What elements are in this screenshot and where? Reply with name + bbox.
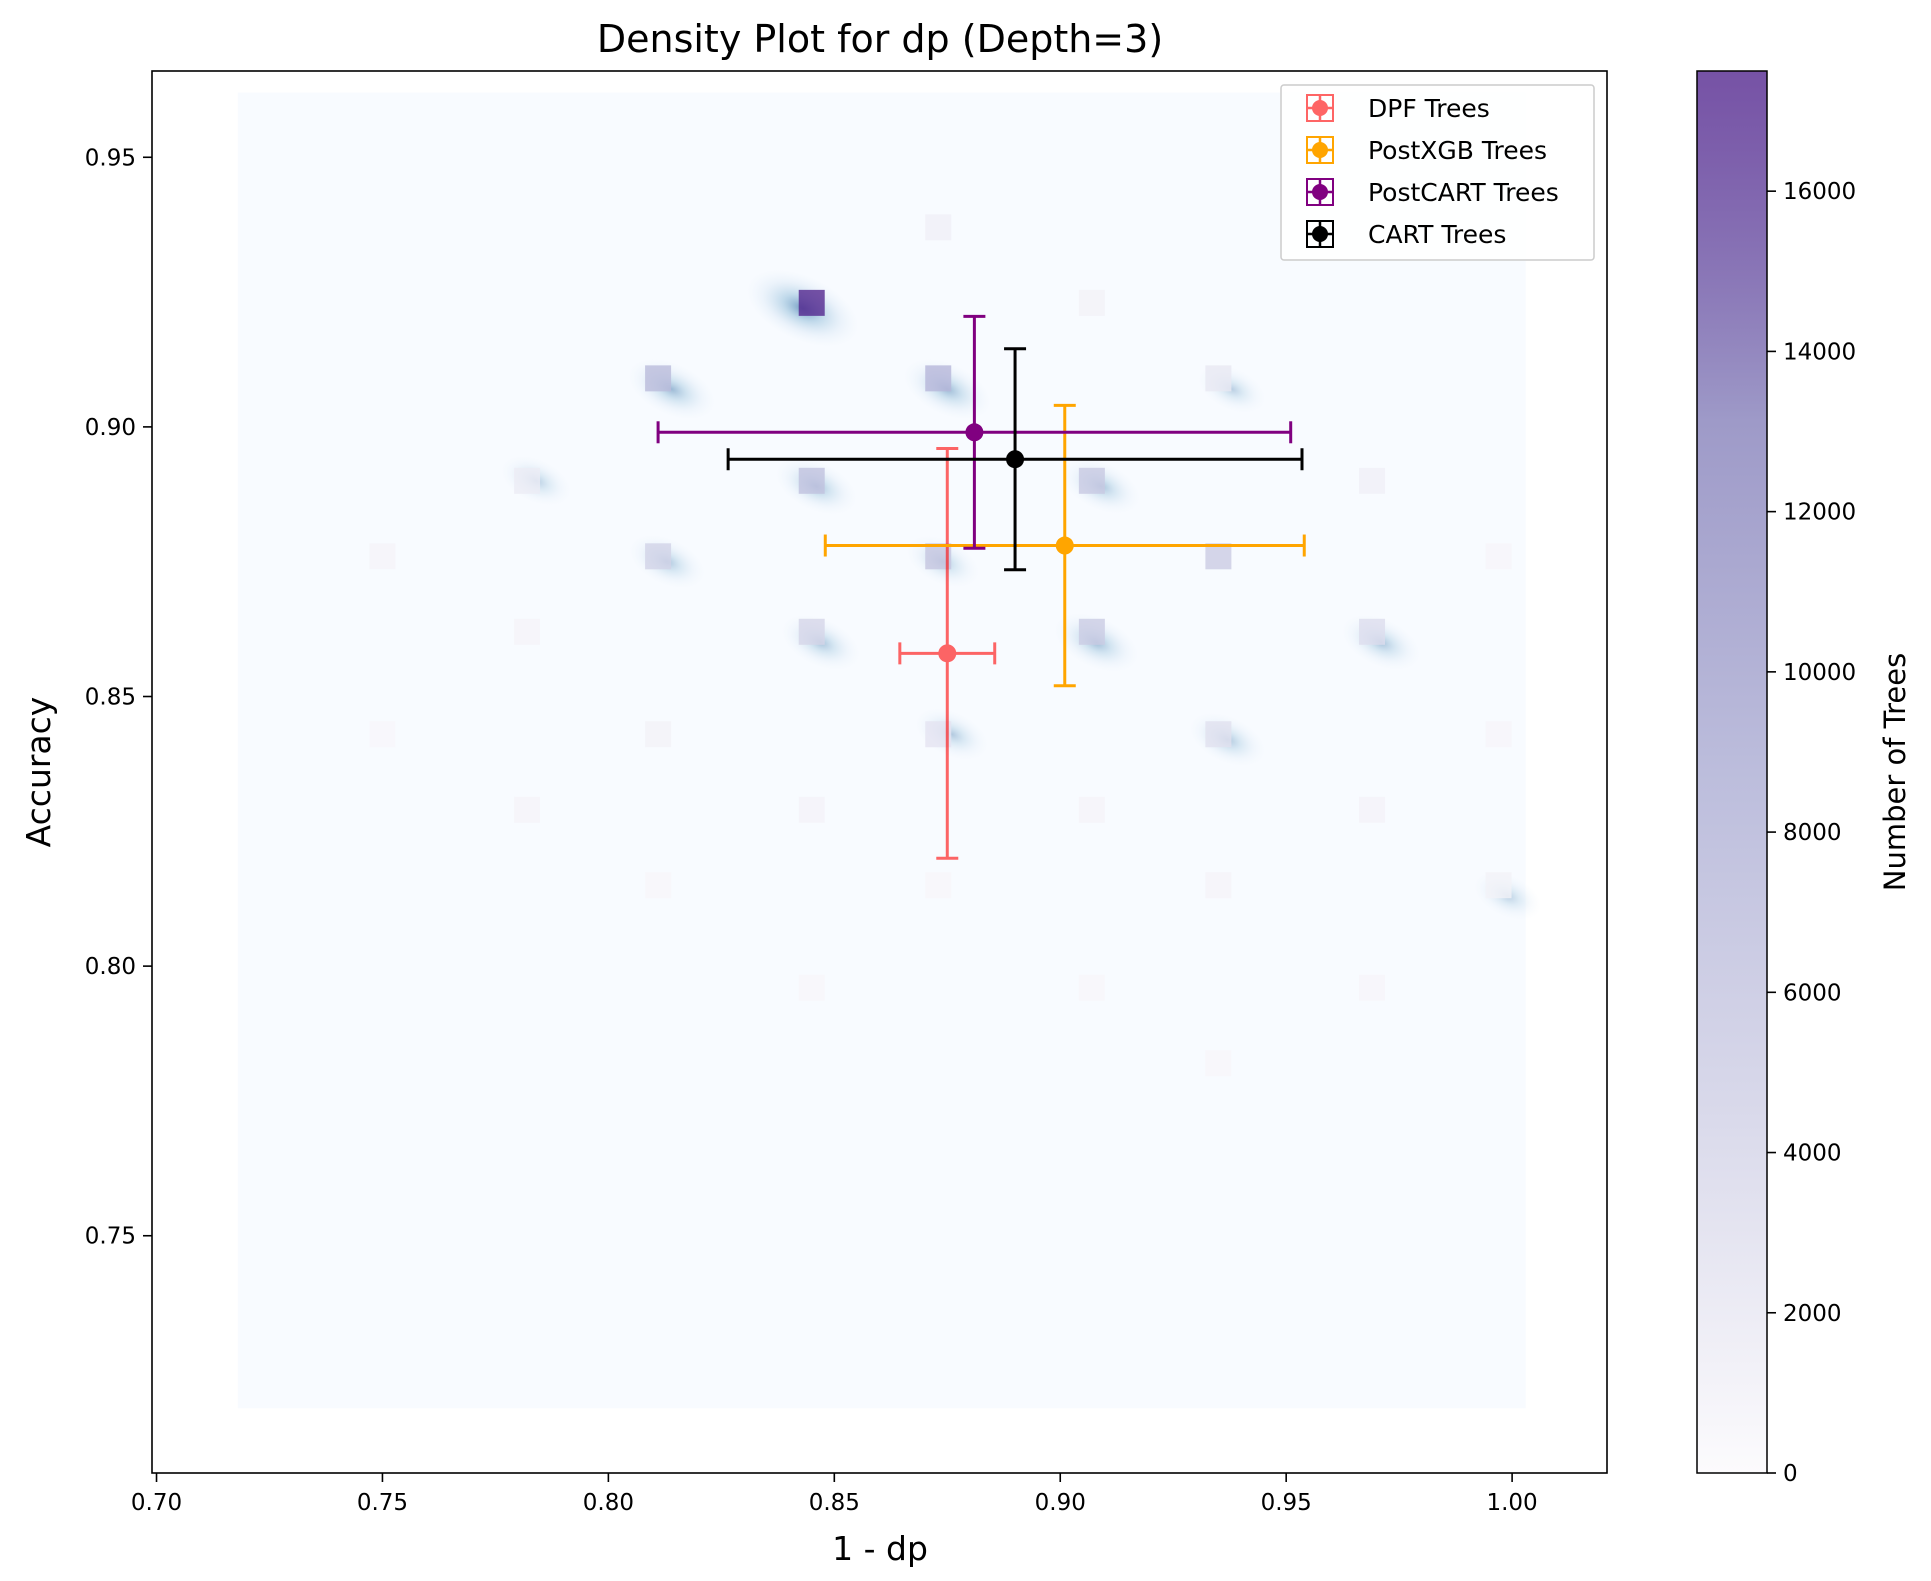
plot-frame xyxy=(151,70,1608,1474)
density-cell xyxy=(514,796,541,823)
legend-marker-dot xyxy=(1312,184,1328,200)
x-tick-label: 0.95 xyxy=(1261,1490,1312,1516)
legend-marker-dot xyxy=(1312,100,1328,116)
y-tick-label: 0.95 xyxy=(85,145,136,171)
density-cell xyxy=(645,872,672,899)
y-axis-label: Accuracy xyxy=(19,697,58,848)
colorbar-tick-label: 4000 xyxy=(1783,1141,1842,1167)
y-axis: 0.75 0.80 0.85 0.90 0.95 xyxy=(85,145,152,1250)
density-cell xyxy=(645,543,672,570)
density-cell xyxy=(514,467,541,494)
colorbar-tick-label: 6000 xyxy=(1783,980,1842,1006)
density-cell xyxy=(645,721,672,748)
data-point xyxy=(938,644,957,663)
legend-label: DPF Trees xyxy=(1368,94,1490,123)
density-cell xyxy=(1078,974,1105,1001)
legend: DPF Trees PostXGB Trees PostCART Trees CART… xyxy=(1280,84,1595,261)
x-tick-label: 1.00 xyxy=(1486,1490,1537,1516)
density-cell xyxy=(798,974,825,1001)
density-cell xyxy=(798,618,825,645)
colorbar-tick-label: 14000 xyxy=(1783,339,1856,365)
colorbar-tick-label: 16000 xyxy=(1783,179,1856,205)
density-cell xyxy=(798,796,825,823)
legend-label: PostXGB Trees xyxy=(1368,136,1547,165)
x-tick-label: 0.90 xyxy=(1035,1490,1086,1516)
density-cell xyxy=(925,365,952,392)
x-axis: 0.70 0.75 0.80 0.85 0.90 0.95 1.00 xyxy=(131,1473,1538,1516)
density-cell xyxy=(925,872,952,899)
density-cell xyxy=(1205,721,1232,748)
density-cell xyxy=(1078,796,1105,823)
colorbar-tick-label: 0 xyxy=(1783,1461,1798,1487)
x-axis-label: 1 - dp xyxy=(832,1529,928,1568)
errorbar-postcart-trees xyxy=(656,314,1293,550)
colorbar-tick-label: 10000 xyxy=(1783,660,1856,686)
density-cell xyxy=(1359,618,1386,645)
density-cell xyxy=(369,543,396,570)
density-cell xyxy=(1359,974,1386,1001)
density-cell xyxy=(925,214,952,241)
x-tick-label: 0.75 xyxy=(357,1490,408,1516)
density-background xyxy=(237,92,1526,1409)
chart-title: Density Plot for dp (Depth=3) xyxy=(597,17,1163,61)
density-cell xyxy=(1359,796,1386,823)
density-cell xyxy=(1485,721,1512,748)
y-tick-label: 0.80 xyxy=(85,954,136,980)
colorbar-label: Number of Trees xyxy=(1878,653,1912,891)
colorbar-tick-label: 12000 xyxy=(1783,500,1856,526)
x-tick-label: 0.85 xyxy=(809,1490,860,1516)
density-cell xyxy=(798,289,825,316)
legend-label: PostCART Trees xyxy=(1368,178,1559,207)
colorbar-tick-label: 8000 xyxy=(1783,820,1842,846)
y-tick-label: 0.75 xyxy=(85,1224,136,1250)
density-cell xyxy=(1485,872,1512,899)
legend-marker-dot xyxy=(1312,142,1328,158)
data-point xyxy=(1055,536,1074,555)
y-tick-label: 0.90 xyxy=(85,415,136,441)
data-point xyxy=(1006,450,1025,469)
density-cell xyxy=(1359,467,1386,494)
density-cell xyxy=(1205,1050,1232,1077)
density-cell xyxy=(514,618,541,645)
legend-marker-dot xyxy=(1312,226,1328,242)
density-cell xyxy=(1205,543,1232,570)
density-cell xyxy=(798,467,825,494)
density-cell xyxy=(369,721,396,748)
errorbar-series xyxy=(656,314,1306,860)
y-tick-label: 0.85 xyxy=(85,685,136,711)
density-hotspot xyxy=(915,708,989,761)
density-cell xyxy=(1078,289,1105,316)
colorbar: 0 2000 4000 6000 8000 10000 12000 14000 16000 Nu… xyxy=(1696,70,1912,1487)
density-cell xyxy=(1078,467,1105,494)
density-cell xyxy=(1205,872,1232,899)
data-point xyxy=(965,423,984,442)
density-cell xyxy=(1078,618,1105,645)
colorbar-tick-label: 2000 xyxy=(1783,1301,1842,1327)
errorbar-cart-trees xyxy=(726,347,1304,572)
legend-label: CART Trees xyxy=(1368,220,1506,249)
density-cell xyxy=(1485,543,1512,570)
errorbar-dpf-trees xyxy=(898,446,997,860)
density-cells xyxy=(369,214,1512,1077)
x-tick-label: 0.70 xyxy=(131,1490,182,1516)
legend-box xyxy=(1280,84,1595,261)
legend-item xyxy=(1306,94,1334,122)
x-tick-label: 0.80 xyxy=(583,1490,634,1516)
colorbar-gradient xyxy=(1696,70,1768,1474)
legend-item xyxy=(1306,136,1334,164)
density-cell xyxy=(1205,365,1232,392)
errorbar-postxgb-trees xyxy=(823,403,1306,688)
legend-item xyxy=(1306,178,1334,206)
legend-item xyxy=(1306,220,1334,248)
density-cell xyxy=(645,365,672,392)
